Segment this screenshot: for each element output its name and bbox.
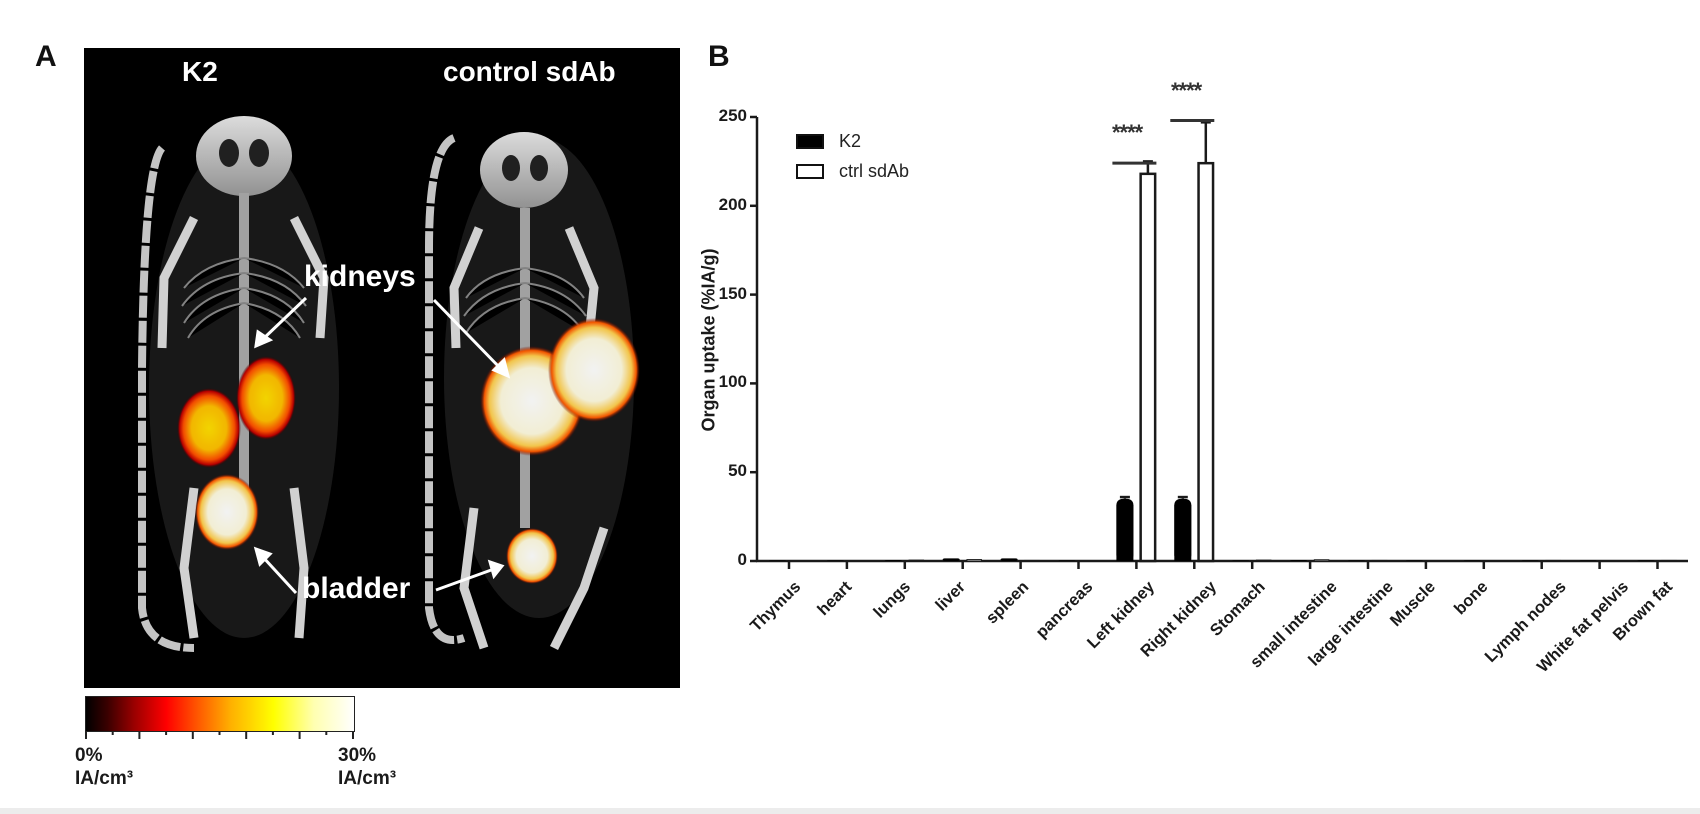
panel-a-label: A [35,40,57,73]
mouse-control [425,132,640,651]
bar-k2 [1348,560,1365,561]
legend-item-k2: K2 [796,126,909,156]
legend-swatch-ctrl [796,163,824,179]
bar-ctrl [1197,161,1215,563]
colorbar-min-unit: IA/cm³ [75,768,134,789]
significance-right-kidney: **** [1171,78,1202,103]
bar-ctrl [966,559,982,562]
colorbar-max-value: 30% [338,745,377,766]
legend-item-ctrl: ctrl sdAb [796,156,909,186]
colorbar-max-unit: IA/cm³ [338,768,397,789]
bar-ctrl [1371,559,1388,562]
chart-legend: K2 ctrl sdAb [796,126,909,186]
bar-k2 [942,558,960,561]
bar-k2 [1000,558,1018,561]
panel-b-label: B [708,40,730,73]
y-tick-label: 50 [728,461,747,481]
bar-k2 [1521,560,1539,561]
bar-ctrl [1313,559,1330,562]
bar-k2 [1290,560,1308,561]
label-bladder: bladder [302,572,411,605]
mouse-scans-illustration [138,116,640,652]
y-tick-label: 100 [718,372,747,392]
bar-ctrl [1255,559,1272,562]
bar-k2 [769,560,786,561]
bar-ctrl [1487,560,1504,562]
bar-ctrl [1661,559,1677,562]
bar-ctrl [1429,560,1446,562]
bottom-border [0,808,1700,814]
annotation-arrows [253,296,511,595]
bar-ctrl [850,560,867,562]
colorbar-ticks [85,731,354,739]
bar-ctrl [1082,560,1098,562]
bar-ctrl [908,559,925,562]
y-axis-label: Organ uptake (%IA/g) [698,248,719,432]
colorbar [85,696,355,732]
bar-ctrl [1024,559,1040,562]
label-kidneys: kidneys [304,260,416,293]
bar-k2 [1637,560,1655,561]
bar-k2 [1463,560,1481,561]
colorbar-min-label: 0% IA/cm³ [75,744,133,790]
bar-ctrl [1139,172,1157,563]
legend-label-ctrl: ctrl sdAb [839,160,910,181]
bar-ctrl [1603,560,1619,562]
mouse-k2 [138,116,339,652]
group-title-control: control sdAb [443,56,616,87]
legend-label-k2: K2 [839,130,862,151]
bar-k2 [1405,560,1423,561]
y-tick-label: 150 [718,283,747,303]
bar-k2 [1232,560,1250,561]
y-tick-label: 250 [718,106,747,125]
group-title-k2: K2 [182,56,218,87]
bar-k2 [826,560,844,561]
y-tick-label: 0 [737,550,747,569]
bar-k2 [1058,560,1076,561]
legend-swatch-k2 [796,133,824,149]
colorbar-min-value: 0% [75,745,103,766]
pet-ct-image-panel: K2 control sdAb kidneys bladder [84,48,680,688]
bar-k2 [884,560,902,561]
significance-left-kidney: **** [1112,120,1143,145]
bar-k2 [1579,560,1597,561]
y-tick-label: 200 [718,194,747,214]
colorbar-max-label: 30% IA/cm³ [338,744,396,790]
bar-ctrl [1545,559,1561,562]
bar-ctrl [792,560,809,562]
